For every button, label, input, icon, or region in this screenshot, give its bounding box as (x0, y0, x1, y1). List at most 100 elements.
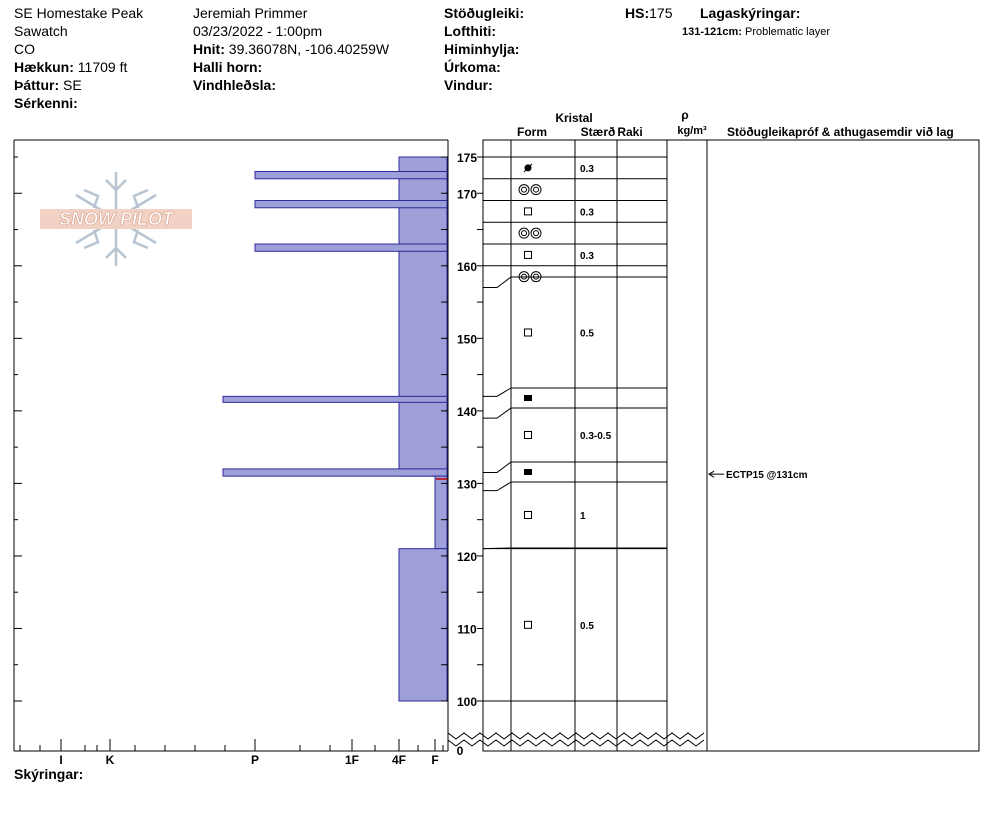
layer-size: 0.3-0.5 (580, 431, 612, 442)
depth-tick-label: 100 (457, 695, 477, 709)
legend-title-text: Lagaskýringar: (700, 5, 801, 21)
rounded-icon (523, 163, 533, 173)
depth-tick-label: 170 (457, 187, 477, 201)
snow-height: HS:175 (625, 4, 672, 22)
layer-connector (483, 276, 512, 289)
snowpilot-logo: SNOW PILOT (40, 172, 192, 266)
facet-square (524, 250, 532, 259)
depth-tick-label: 120 (457, 550, 477, 564)
layer-size: 0.5 (580, 329, 594, 340)
solid-faceted-icon (524, 469, 532, 475)
layer-connector (483, 461, 512, 474)
hardness-bar (254, 200, 448, 209)
depth-tick-label: 150 (457, 332, 477, 346)
slope-label: Halli horn: (193, 59, 263, 75)
melt-inner (521, 230, 527, 237)
logo-text: SNOW PILOT (59, 209, 175, 229)
sky-label: Himinhylja: (444, 41, 520, 57)
elevation-value: 11709 ft (77, 59, 128, 75)
datetime: 03/23/2022 - 1:00pm (193, 23, 323, 39)
size-header: Stærð (581, 125, 616, 139)
hardness-bar (398, 548, 448, 702)
layer-connector (483, 481, 512, 492)
hardness-bar (254, 171, 448, 180)
layer-size: 0.5 (580, 621, 594, 632)
hardness-tick-label: 1F (345, 753, 359, 767)
stability-label: Stöðugleiki: (444, 5, 525, 21)
facet-square (524, 511, 532, 519)
notes-label: Skýringar: (14, 766, 84, 782)
melt-inner (533, 230, 539, 237)
axis-break: 0 (447, 732, 705, 758)
melt-outer (530, 184, 542, 196)
hardness-tick-label: I (59, 753, 62, 767)
coordinates: Hnit: 39.36078N, -106.40259W (193, 40, 389, 58)
layer-note-text: Problematic layer (745, 26, 830, 38)
grid-frame (482, 139, 980, 752)
layer-connector (483, 407, 512, 419)
hardness-bar (254, 243, 448, 252)
hardness-tick-label: K (106, 753, 115, 767)
melt-outer (518, 227, 530, 239)
faceted-icon (524, 207, 532, 216)
mountain-range: Sawatch (14, 23, 68, 39)
air-temp: Lofthiti: (444, 22, 496, 40)
test-result-label: ECTP15 @131cm (726, 470, 808, 481)
air-temp-label: Lofthiti: (444, 23, 497, 39)
precipitation: Úrkoma: (444, 58, 501, 76)
sky-cover: Himinhylja: (444, 40, 519, 58)
stability: Stöðugleiki: (444, 4, 524, 22)
layer-grid: 0.3 0.3 0.3 0.5 0.3-0.5 1 0.5 (482, 139, 980, 752)
depth-tick-label: 110 (457, 622, 477, 636)
tests-header: Stöðugleikapróf & athugasemdir við lag (727, 125, 954, 139)
layer-connector (482, 547, 512, 550)
melt-inner (533, 186, 539, 193)
depth-tick-label: 140 (457, 405, 477, 419)
melt-inner (521, 186, 527, 193)
layer-note: 131-121cm: Problematic layer (682, 23, 830, 41)
facet-solid (524, 469, 532, 475)
form-header: Form (517, 125, 547, 139)
logo-band (40, 209, 192, 229)
layer-connector (483, 387, 512, 397)
crystal-header: Kristal (555, 111, 592, 125)
melt-forms-icon (518, 184, 542, 196)
solid-faceted-icon (524, 395, 532, 401)
coords-label: Hnit: (193, 41, 225, 57)
moisture-header: Raki (617, 125, 642, 139)
aspect: Þáttur: SE (14, 76, 82, 94)
depth-tick-label: 175 (457, 151, 477, 165)
hardness-tick-label: 4F (392, 753, 406, 767)
hardness-tick-label: F (431, 753, 438, 767)
precip-label: Úrkoma: (444, 59, 501, 75)
test-arrow-head (708, 470, 715, 478)
hardness-bar (222, 395, 448, 403)
hs-value: 175 (649, 5, 673, 21)
layer-size: 0.3 (580, 164, 594, 175)
slope: Halli horn: (193, 58, 262, 76)
hardness-bar (398, 156, 448, 477)
faceted-icon (524, 328, 532, 337)
elevation: Hækkun: 11709 ft (14, 58, 127, 76)
layer-size: 1 (580, 511, 586, 522)
depth-break-label: 0 (457, 744, 464, 758)
rounded-slash (523, 163, 533, 173)
wind-loading-label: Vindhleðsla: (193, 77, 276, 93)
observer: Jeremiah Primmer (193, 5, 308, 21)
elevation-label: Hækkun: (14, 59, 74, 75)
layer-legend-title: Lagaskýringar: (700, 4, 800, 22)
state: CO (14, 41, 35, 57)
aspect-value: SE (63, 77, 82, 93)
layer-note-range: 131-121cm: (682, 26, 742, 38)
location-name: SE Homestake Peak (14, 5, 144, 21)
layer-size: 0.3 (580, 251, 594, 262)
faceted-icon (524, 620, 532, 629)
hardness-bar (222, 468, 448, 477)
aspect-label: Þáttur: (14, 77, 60, 93)
facet-solid (524, 395, 532, 401)
hardness-bar (434, 475, 448, 550)
melt-forms-icon (518, 227, 542, 239)
facet-square (524, 328, 532, 337)
facet-square (524, 431, 532, 439)
